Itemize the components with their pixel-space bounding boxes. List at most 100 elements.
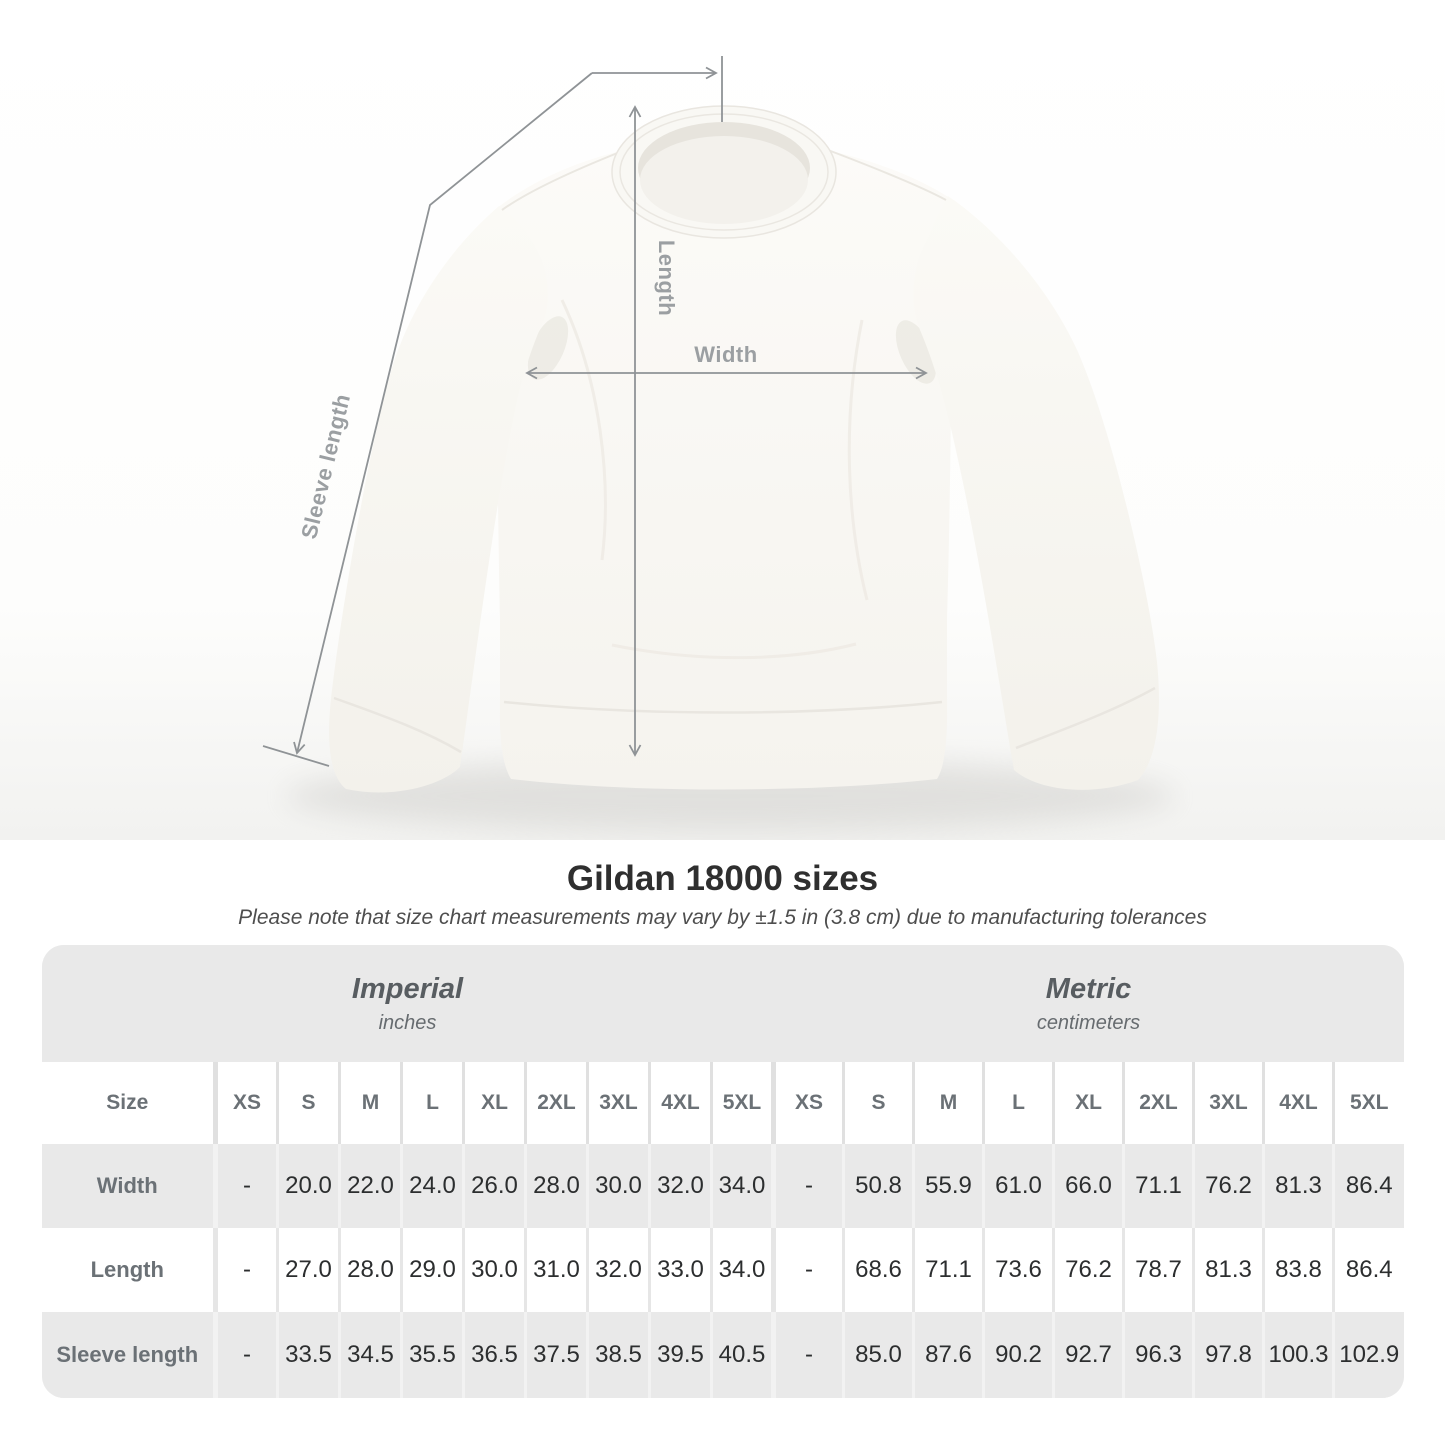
- size-header-row: Size XS S M L XL 2XL 3XL 4XL 5XL XS S M L XL 2XL 3XL 4XL…: [41, 1062, 1404, 1144]
- measurement-cell: 24.0: [400, 1144, 464, 1228]
- sweatshirt-svg: Length Width Sleeve length: [0, 0, 1445, 840]
- table-row: Sleeve length -33.5 34.5 35.5 36.5 37.5 38.5 39…: [41, 1312, 1404, 1398]
- size-column-header: 3XL: [586, 1062, 650, 1144]
- measurement-cell: 20.0: [276, 1144, 340, 1228]
- sweatshirt-body: [496, 138, 952, 790]
- measurement-cell: -: [213, 1312, 278, 1398]
- size-column-header: XL: [462, 1062, 526, 1144]
- tolerance-note: Please note that size chart measurements…: [238, 906, 1207, 929]
- collar: [611, 105, 837, 239]
- measurement-cell: 87.6: [912, 1312, 984, 1398]
- table-row: Length -27.0 28.0 29.0 30.0 31.0 32.0 33.0 34.0-…: [41, 1228, 1404, 1312]
- size-column-header: 4XL: [1262, 1062, 1334, 1144]
- measurement-cell: 92.7: [1052, 1312, 1124, 1398]
- measurement-cell: 102.9: [1332, 1312, 1404, 1398]
- measurement-cell: 32.0: [586, 1228, 650, 1312]
- right-shoulder-seam: [827, 149, 947, 201]
- measurement-cell: 22.0: [338, 1144, 402, 1228]
- measurement-cell: 30.0: [462, 1228, 526, 1312]
- measurement-cell: 83.8: [1262, 1228, 1334, 1312]
- fabric-folds: [560, 299, 869, 660]
- left-armpit-shadow: [527, 316, 569, 380]
- measurement-cell: 39.5: [648, 1312, 712, 1398]
- measurement-cell: 100.3: [1262, 1312, 1334, 1398]
- row-label: Width: [96, 1173, 158, 1198]
- size-column-header: XS: [213, 1062, 278, 1144]
- size-column-header: 4XL: [648, 1062, 712, 1144]
- measurement-cell: 28.0: [524, 1144, 588, 1228]
- measurement-cell: 86.4: [1332, 1228, 1404, 1312]
- metric-label: Metric: [1045, 972, 1132, 1005]
- measurement-cell: 76.2: [1052, 1228, 1124, 1312]
- measurement-cell: 71.1: [1122, 1144, 1194, 1228]
- measurement-cell: -: [213, 1228, 278, 1312]
- size-table-card: Imperial inches Metric centimeters Size …: [41, 945, 1404, 1398]
- left-shoulder-seam: [501, 151, 621, 211]
- imperial-unit-group: Imperial inches: [42, 945, 774, 1062]
- measurement-cell: 76.2: [1192, 1144, 1264, 1228]
- size-column-header: L: [400, 1062, 464, 1144]
- row-label: Length: [90, 1257, 164, 1282]
- table-row: Width -20.0 22.0 24.0 26.0 28.0 30.0 32.0 34.0-5…: [41, 1144, 1404, 1228]
- size-column-header: 2XL: [1122, 1062, 1194, 1144]
- measurement-cell: 71.1: [912, 1228, 984, 1312]
- measurement-cell: 26.0: [462, 1144, 526, 1228]
- right-sleeve: [913, 196, 1159, 790]
- waistband-seam: [503, 700, 943, 714]
- measurement-cell: 85.0: [842, 1312, 914, 1398]
- measurement-cell: -: [771, 1228, 844, 1312]
- imperial-label: Imperial: [351, 972, 464, 1005]
- size-column-header: 5XL: [1332, 1062, 1404, 1144]
- measurement-rows: Width -20.0 22.0 24.0 26.0 28.0 30.0 32.0 34.0-5…: [41, 1144, 1404, 1398]
- measurement-cell: 50.8: [842, 1144, 914, 1228]
- measurement-cell: 33.5: [276, 1312, 340, 1398]
- measurement-cell: 97.8: [1192, 1312, 1264, 1398]
- measurement-cell: 86.4: [1332, 1144, 1404, 1228]
- measurement-cell: 34.0: [710, 1228, 774, 1312]
- sleeve-length-arrow: [293, 72, 593, 755]
- size-column-header: 2XL: [524, 1062, 588, 1144]
- size-column-header: 5XL: [710, 1062, 774, 1144]
- sleeve-length-end-tick: [262, 745, 330, 767]
- measurement-cell: 29.0: [400, 1228, 464, 1312]
- measurement-cell: 33.0: [648, 1228, 712, 1312]
- size-column-header: S: [842, 1062, 914, 1144]
- metric-unit-group: Metric centimeters: [774, 945, 1404, 1062]
- right-cuff-seam: [1015, 686, 1156, 750]
- title-block: Gildan 18000 sizes Please note that size…: [0, 858, 1445, 932]
- measurement-cell: 68.6: [842, 1228, 914, 1312]
- measurement-cell: 35.5: [400, 1312, 464, 1398]
- measurement-cell: 96.3: [1122, 1312, 1194, 1398]
- left-cuff-seam: [333, 696, 462, 754]
- measurement-cell: 31.0: [524, 1228, 588, 1312]
- row-label: Sleeve length: [56, 1342, 199, 1367]
- measurement-cell: 27.0: [276, 1228, 340, 1312]
- measurement-cell: 55.9: [912, 1144, 984, 1228]
- measurement-cell: 66.0: [1052, 1144, 1124, 1228]
- inches-label: inches: [378, 1011, 437, 1034]
- size-table: Size XS S M L XL 2XL 3XL 4XL 5XL XS S M L XL 2XL 3XL 4XL…: [41, 1062, 1404, 1398]
- measurement-cell: 34.0: [710, 1144, 774, 1228]
- left-sleeve: [329, 206, 548, 793]
- measurement-cell: 32.0: [648, 1144, 712, 1228]
- measurement-cell: -: [771, 1312, 844, 1398]
- measurement-cell: -: [771, 1144, 844, 1228]
- measurement-cell: 38.5: [586, 1312, 650, 1398]
- unit-header-band: Imperial inches Metric centimeters: [41, 945, 1404, 1062]
- size-corner-header: Size: [106, 1091, 149, 1114]
- size-column-header: S: [276, 1062, 340, 1144]
- measurement-cell: 73.6: [982, 1228, 1054, 1312]
- measurement-cell: 36.5: [462, 1312, 526, 1398]
- centimeters-label: centimeters: [1036, 1011, 1141, 1034]
- size-column-header: 3XL: [1192, 1062, 1264, 1144]
- garment-shadow: [285, 760, 1175, 832]
- page-title: Gildan 18000 sizes: [566, 859, 879, 898]
- size-column-header: XS: [771, 1062, 844, 1144]
- dimension-lines: [262, 56, 928, 767]
- size-column-header: M: [338, 1062, 402, 1144]
- measurement-cell: 40.5: [710, 1312, 774, 1398]
- measurement-cell: 90.2: [982, 1312, 1054, 1398]
- garment-diagram: Length Width Sleeve length: [0, 0, 1445, 840]
- width-dimension-label: Width: [694, 342, 757, 367]
